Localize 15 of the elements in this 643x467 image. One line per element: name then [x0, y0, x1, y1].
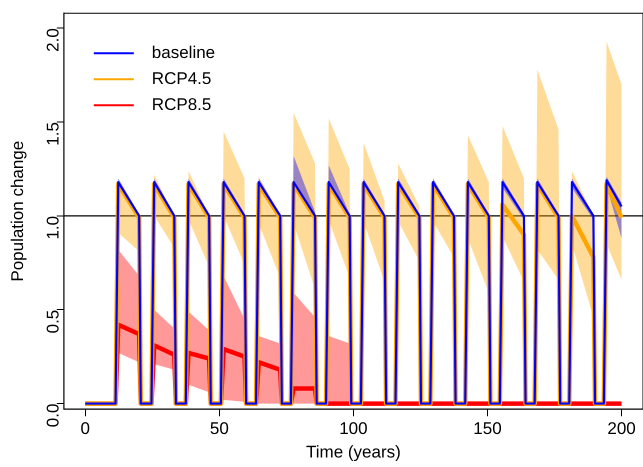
y-axis-title: Population change	[8, 140, 27, 282]
x-axis-title: Time (years)	[306, 442, 401, 462]
y-tick-label: 0.0	[43, 404, 62, 428]
legend-label: baseline	[152, 42, 216, 62]
y-tick-label: 2.0	[43, 28, 62, 52]
x-tick-label: 100	[339, 419, 368, 438]
y-tick-label: 0.5	[43, 310, 62, 334]
x-tick-label: 0	[80, 419, 90, 438]
legend-label: RCP8.5	[152, 94, 212, 114]
y-tick-label: 1.0	[43, 216, 62, 240]
legend-label: RCP4.5	[152, 68, 212, 88]
x-tick-label: 50	[210, 419, 229, 438]
x-tick-label: 200	[607, 419, 636, 438]
x-tick-label: 150	[473, 419, 502, 438]
y-tick-label: 1.5	[43, 122, 62, 146]
